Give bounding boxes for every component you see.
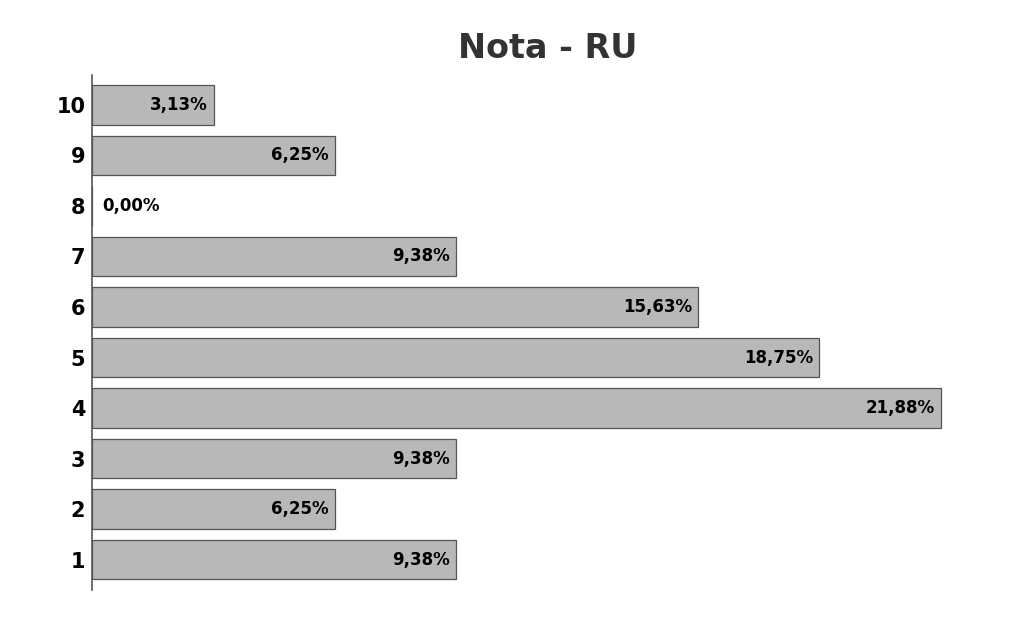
Text: 6,25%: 6,25%: [271, 500, 329, 518]
Bar: [92, 135, 335, 175]
Text: 6,25%: 6,25%: [271, 147, 329, 165]
Text: 15,63%: 15,63%: [624, 298, 692, 316]
Bar: [92, 540, 456, 579]
Text: 0,00%: 0,00%: [101, 197, 160, 215]
Bar: [92, 489, 335, 529]
Text: 3,13%: 3,13%: [150, 96, 208, 114]
Bar: [92, 439, 456, 478]
Bar: [92, 388, 941, 428]
Bar: [92, 85, 214, 125]
Title: Nota - RU: Nota - RU: [458, 32, 638, 65]
Bar: [92, 237, 456, 276]
Text: 9,38%: 9,38%: [392, 551, 451, 569]
Text: 18,75%: 18,75%: [744, 348, 813, 366]
Bar: [92, 288, 698, 327]
Bar: [92, 338, 819, 377]
Text: 9,38%: 9,38%: [392, 247, 451, 265]
Text: 9,38%: 9,38%: [392, 450, 451, 468]
Text: 21,88%: 21,88%: [865, 399, 935, 417]
